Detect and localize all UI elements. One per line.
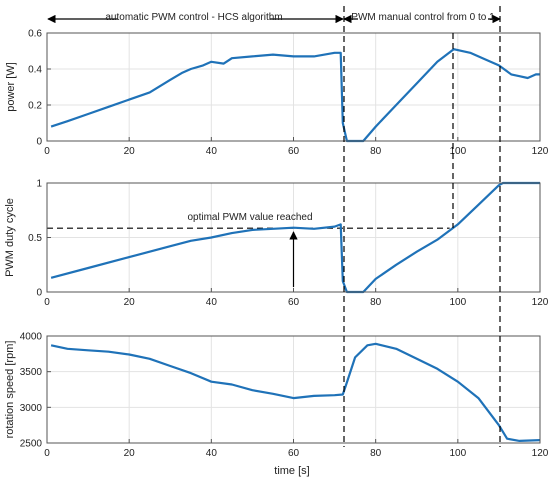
x-tick-label: 100 bbox=[449, 146, 466, 157]
x-tick-label: 60 bbox=[288, 146, 300, 157]
x-tick-label: 40 bbox=[206, 297, 218, 308]
y-tick-label: 0 bbox=[36, 288, 42, 299]
power-panel: 0 20 40 60 80 100 120 0 0.2 0.4 0.6 power [W] bbox=[5, 29, 549, 158]
y-tick-label: 1 bbox=[36, 179, 42, 190]
y-tick-label: 0.6 bbox=[28, 29, 42, 40]
y-axis-label: power [W] bbox=[5, 62, 17, 112]
series-line-0 bbox=[50, 342, 541, 442]
y-tick-label: 0.5 bbox=[28, 233, 42, 244]
rotation-speed-panel: 0 20 40 60 80 100 120 2500 3000 3500 4000 rotation … bbox=[4, 332, 549, 460]
manual-control-annotation: PWM manual control from 0 to 1 bbox=[343, 9, 501, 24]
y-tick-label: 4000 bbox=[20, 332, 43, 343]
series-line-0 bbox=[50, 181, 540, 294]
x-tick-label: 20 bbox=[124, 448, 136, 459]
y-axis-label: PWM duty cycle bbox=[4, 198, 16, 277]
x-axis-label: time [s] bbox=[274, 465, 309, 477]
x-tick-label: 100 bbox=[449, 448, 466, 459]
x-tick-label: 40 bbox=[206, 448, 218, 459]
y-tick-label: 0 bbox=[36, 137, 42, 148]
y-axis-label: rotation speed [rpm] bbox=[4, 341, 16, 439]
x-tick-label: 0 bbox=[44, 297, 50, 308]
y-tick-label: 3500 bbox=[20, 367, 43, 378]
x-tick-label: 20 bbox=[124, 297, 136, 308]
x-tick-label: 80 bbox=[370, 297, 382, 308]
x-tick-label: 120 bbox=[532, 146, 549, 157]
pwm-duty-cycle-panel: 0 20 40 60 80 100 120 0 0.5 1 PWM duty cycle bbox=[4, 179, 549, 309]
y-tick-label: 2500 bbox=[20, 439, 43, 450]
auto-control-annotation: automatic PWM control - HCS algorithm bbox=[47, 9, 344, 24]
optimal-pwm-annotation: optimal PWM value reached bbox=[187, 212, 313, 287]
optimal-pwm-label: optimal PWM value reached bbox=[187, 212, 312, 223]
x-tick-label: 80 bbox=[370, 448, 382, 459]
y-tick-label: 0.2 bbox=[28, 101, 42, 112]
y-tick-label: 0.4 bbox=[28, 65, 42, 76]
x-tick-label: 60 bbox=[288, 448, 300, 459]
y-tick-label: 3000 bbox=[20, 403, 43, 414]
x-tick-label: 120 bbox=[532, 448, 549, 459]
auto-control-label: automatic PWM control - HCS algorithm bbox=[105, 12, 282, 23]
x-tick-label: 20 bbox=[124, 146, 136, 157]
x-tick-label: 60 bbox=[288, 297, 300, 308]
manual-control-label: PWM manual control from 0 to 1 bbox=[351, 12, 495, 23]
x-tick-label: 40 bbox=[206, 146, 218, 157]
x-tick-label: 0 bbox=[44, 146, 50, 157]
x-tick-label: 0 bbox=[44, 448, 50, 459]
x-tick-label: 120 bbox=[532, 297, 549, 308]
x-tick-label: 80 bbox=[370, 146, 382, 157]
x-tick-label: 100 bbox=[449, 297, 466, 308]
series-line-0 bbox=[50, 48, 540, 143]
